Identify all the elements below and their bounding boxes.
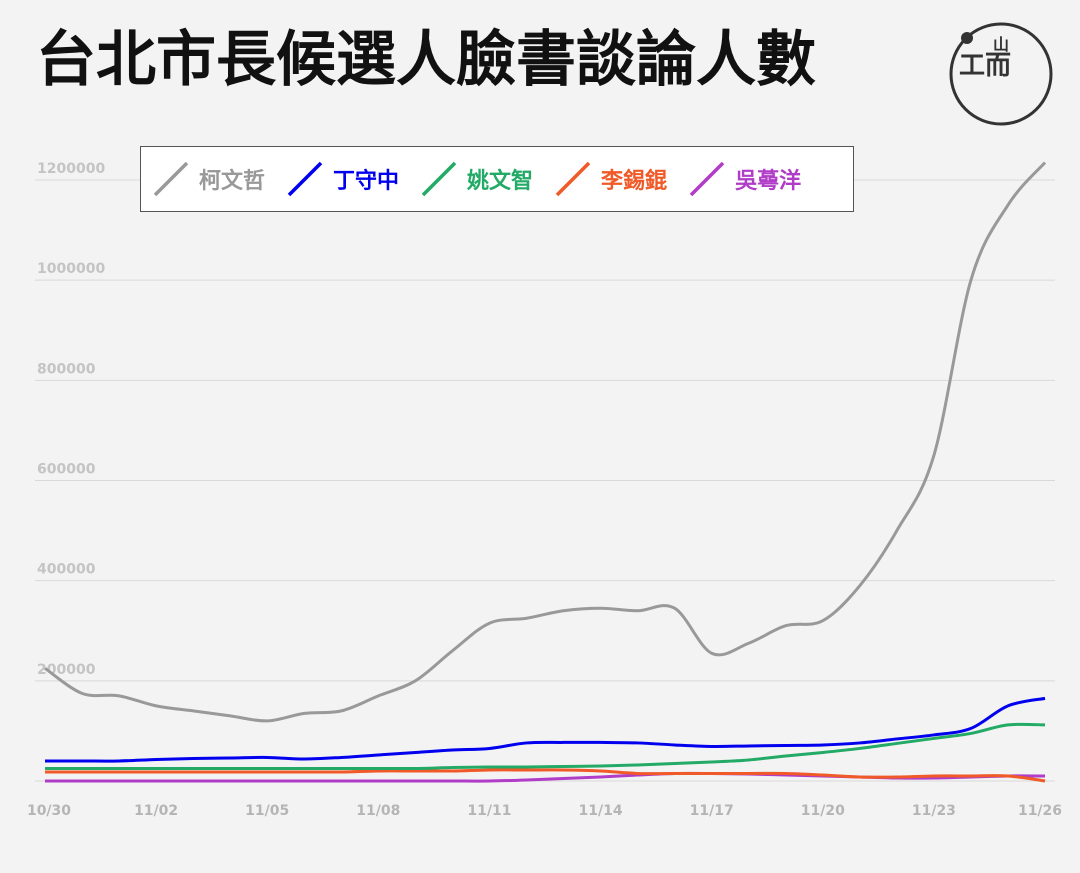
legend-swatch <box>153 161 189 197</box>
gridlines <box>35 179 1055 782</box>
legend-swatch <box>287 161 323 197</box>
x-tick-label: 11/20 <box>801 803 845 819</box>
x-tick-label: 11/05 <box>245 803 289 819</box>
legend-label: 吳蕚洋 <box>735 169 802 194</box>
series-line-3 <box>44 768 1046 783</box>
x-tick-label: 11/08 <box>356 803 400 819</box>
legend: 柯文哲 丁守中 姚文智 李錫錕 吳蕚洋 <box>140 146 854 212</box>
y-tick-label: 800000 <box>37 361 96 377</box>
y-tick-label: 600000 <box>37 462 96 478</box>
x-tick-label: 11/11 <box>467 803 511 819</box>
series-line-0 <box>44 161 1047 723</box>
legend-item: 吳蕚洋 <box>689 159 801 199</box>
x-tick-label: 11/02 <box>134 803 178 819</box>
legend-label: 姚文智 <box>467 169 534 194</box>
x-tick-label: 11/17 <box>690 803 734 819</box>
x-tick-label: 11/14 <box>579 803 623 819</box>
legend-label: 丁守中 <box>333 169 400 194</box>
legend-swatch <box>689 161 725 197</box>
y-tick-label: 1000000 <box>37 261 105 277</box>
legend-item: 柯文哲 <box>153 159 265 199</box>
legend-swatch <box>555 161 591 197</box>
legend-item: 姚文智 <box>421 159 533 199</box>
series-line-2 <box>44 722 1046 771</box>
x-tick-label: 11/23 <box>912 803 956 819</box>
chart-title: 台北市長候選人臉書談論人數 <box>36 25 816 95</box>
legend-item: 丁守中 <box>287 159 399 199</box>
series-line-1 <box>45 696 1046 763</box>
x-axis-ticks: 10/30 11/02 11/05 11/08 11/11 11/14 11/17 11/20… <box>27 803 1062 819</box>
legend-label: 李錫錕 <box>601 169 668 194</box>
legend-label: 柯文哲 <box>199 169 266 194</box>
x-tick-label: 11/26 <box>1018 803 1062 819</box>
logo-text-bottom: 工而 <box>959 51 1011 81</box>
y-tick-label: 400000 <box>37 562 96 578</box>
series-lines <box>44 161 1047 783</box>
initium-logo-icon: 山 工而 <box>949 22 1053 126</box>
legend-swatch <box>421 161 457 197</box>
legend-item: 李錫錕 <box>555 159 667 199</box>
x-tick-label: 10/30 <box>27 803 71 819</box>
y-tick-label: 1200000 <box>37 161 105 177</box>
logo-text-top: 山 <box>993 35 1009 54</box>
